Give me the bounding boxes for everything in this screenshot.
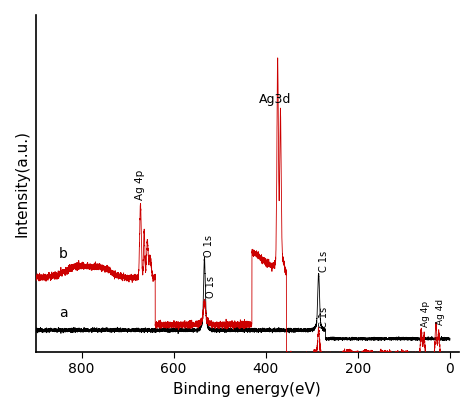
Text: Ag 4p: Ag 4p bbox=[421, 301, 430, 327]
Text: Ag3d: Ag3d bbox=[259, 93, 291, 105]
Text: O 1s: O 1s bbox=[206, 276, 216, 298]
Text: Ag 4p: Ag 4p bbox=[136, 170, 146, 200]
Text: Ag 4d: Ag 4d bbox=[436, 298, 445, 325]
Text: O 1s: O 1s bbox=[204, 235, 214, 257]
Y-axis label: Intensity(a.u.): Intensity(a.u.) bbox=[15, 130, 30, 237]
Text: C 1s: C 1s bbox=[319, 251, 328, 272]
Text: C 1s: C 1s bbox=[319, 307, 328, 328]
Text: a: a bbox=[59, 306, 67, 320]
X-axis label: Binding energy(eV): Binding energy(eV) bbox=[173, 382, 321, 397]
Text: b: b bbox=[59, 247, 68, 261]
